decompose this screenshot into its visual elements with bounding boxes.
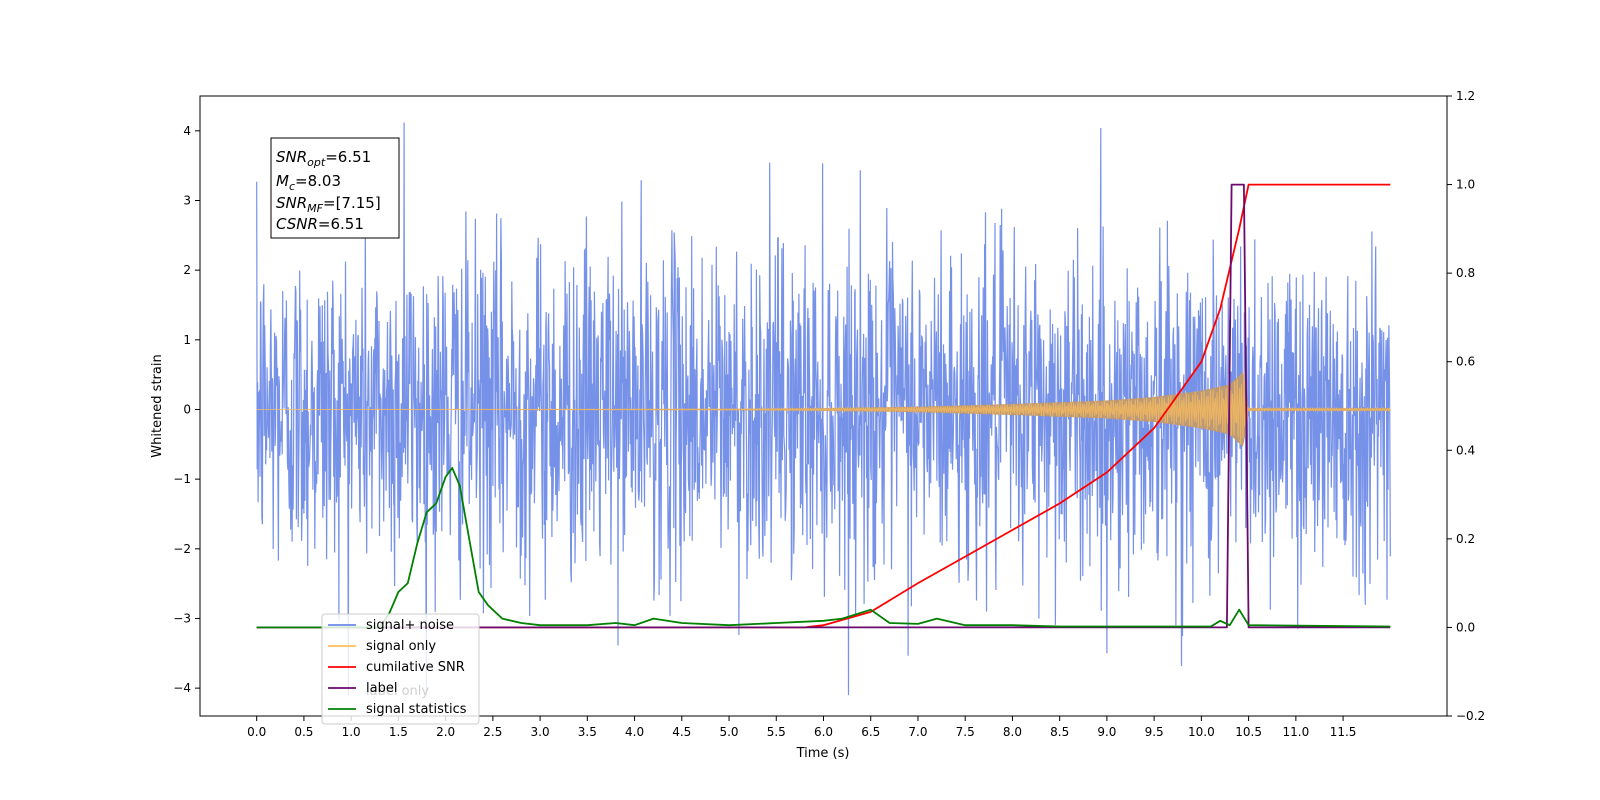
- plot-area: [256, 122, 1391, 696]
- y2-tick-label: −0.2: [1456, 709, 1485, 723]
- y-axis-left: −4 −3 −2 −1 0 1 2 3 4: [173, 124, 200, 695]
- x-axis: 0.0 0.5 1.0 1.5 2.0 2.5 3.0 3.5 4.0 4.5 5.0 5.5 6.0 6…: [247, 716, 1356, 739]
- series-cumilative-snr: [256, 183, 1391, 629]
- legend-frame: [321, 613, 480, 725]
- x-tick-label: 6.0: [814, 725, 833, 739]
- x-tick-label: 4.0: [625, 725, 644, 739]
- y-axis-right: −0.2 0.0 0.2 0.4 0.6 0.8 1.0 1.2: [1447, 89, 1485, 723]
- series-signal-noise: [256, 122, 1391, 696]
- y-tick-label: 4: [183, 124, 191, 138]
- snr-opt-annotation: SNRopt=6.51: [276, 148, 371, 169]
- x-tick-label: 8.5: [1050, 725, 1069, 739]
- annotation-frame: [270, 137, 400, 239]
- annotation-box: SNRopt=6.51 Mc=8.03 SNRMF=[7.15] CSNR=6.…: [270, 137, 400, 239]
- x-tick-label: 2.5: [483, 725, 502, 739]
- y-tick-label: −4: [173, 681, 191, 695]
- x-tick-label: 9.0: [1097, 725, 1116, 739]
- series-line: [256, 183, 1391, 629]
- snr-mf-annotation: SNRMF=[7.15]: [276, 194, 381, 215]
- csnr-annotation: CSNR=6.51: [276, 215, 364, 233]
- x-tick-label: 0.5: [294, 725, 313, 739]
- x-tick-label: 3.0: [531, 725, 550, 739]
- x-tick-label: 11.0: [1282, 725, 1309, 739]
- x-tick-label: 8.0: [1003, 725, 1022, 739]
- x-tick-label: 3.5: [578, 725, 597, 739]
- x-tick-label: 11.5: [1330, 725, 1357, 739]
- x-tick-label: 2.0: [436, 725, 455, 739]
- legend-ghost-text: label only: [366, 684, 429, 699]
- series-signal-only: [256, 371, 1391, 447]
- y2-tick-label: 0.8: [1456, 266, 1475, 280]
- x-tick-label: 1.0: [342, 725, 361, 739]
- x-tick-label: 10.0: [1188, 725, 1215, 739]
- series-signal-statistics: [256, 467, 1391, 629]
- x-tick-label: 4.5: [672, 725, 691, 739]
- x-tick-label: 6.5: [861, 725, 880, 739]
- legend-label: signal statistics: [366, 702, 467, 717]
- series-line: [256, 371, 1391, 445]
- legend-label: signal only: [366, 639, 436, 654]
- legend: label only signal+ noise signal only cumil…: [321, 613, 480, 725]
- legend-label: signal+ noise: [366, 618, 454, 633]
- legend-label: label: [366, 681, 397, 696]
- series-line: [256, 467, 1391, 629]
- y-tick-label: −2: [173, 542, 191, 556]
- x-tick-label: 10.5: [1235, 725, 1262, 739]
- series-line: [256, 122, 1391, 696]
- y2-tick-label: 0.2: [1456, 532, 1475, 546]
- y2-tick-label: 1.2: [1456, 89, 1475, 103]
- x-tick-label: 7.0: [908, 725, 927, 739]
- x-tick-label: 5.5: [767, 725, 786, 739]
- y-tick-label: 1: [183, 333, 191, 347]
- legend-items: signal+ noise signal only cumilative SNR la…: [328, 618, 467, 717]
- y-tick-label: −1: [173, 472, 191, 486]
- x-tick-label: 9.5: [1145, 725, 1164, 739]
- x-axis-label: Time (s): [796, 746, 850, 761]
- legend-label: cumilative SNR: [366, 660, 465, 675]
- x-tick-label: 5.0: [719, 725, 738, 739]
- y2-tick-label: 0.4: [1456, 443, 1475, 457]
- x-tick-label: 7.5: [956, 725, 975, 739]
- y-tick-label: 0: [183, 402, 191, 416]
- y-tick-label: 3: [183, 193, 191, 207]
- x-tick-label: 1.5: [389, 725, 408, 739]
- y2-tick-label: 0.0: [1456, 620, 1475, 634]
- y-axis-label: Whitened strain: [150, 354, 165, 457]
- mc-annotation: Mc=8.03: [276, 172, 341, 193]
- y2-tick-label: 0.6: [1456, 355, 1475, 369]
- y-tick-label: −3: [173, 611, 191, 625]
- x-tick-label: 0.0: [247, 725, 266, 739]
- y-tick-label: 2: [183, 263, 191, 277]
- y2-tick-label: 1.0: [1456, 178, 1475, 192]
